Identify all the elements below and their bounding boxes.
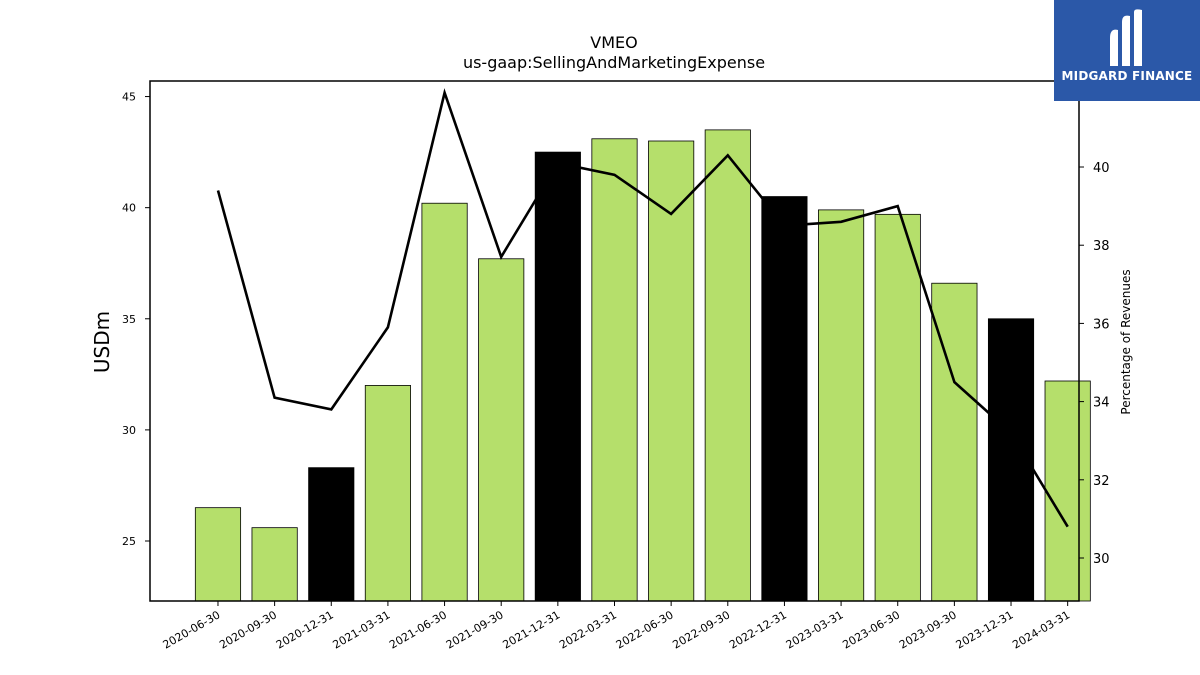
bar-2022-06-30 [648,140,695,602]
bar-2020-06-30 [194,507,242,602]
y-tick-label: 40 [122,202,136,215]
bar-2023-03-31 [818,209,865,602]
x-tick-label: 2023-03-31 [784,608,846,651]
x-tick-label: 2021-09-30 [444,608,506,651]
x-tick-label: 2020-06-30 [161,608,223,651]
x-tick-label: 2020-12-31 [274,608,336,651]
bar-2021-12-31 [534,151,581,602]
chart-title: VMEO [590,33,637,52]
y2-tick-label: 36 [1093,317,1110,332]
y-tick-label: 45 [122,91,136,104]
x-tick-label: 2023-09-30 [897,608,959,651]
y2-axis-label: Percentage of Revenues [1119,269,1133,414]
logo-text: MIDGARD FINANCE [1061,69,1193,83]
y2-tick-label: 32 [1093,474,1110,489]
bar-2024-03-31 [1044,380,1091,602]
y2-tick-label: 30 [1093,552,1110,567]
bar-2021-03-31 [364,385,411,602]
x-tick-label: 2022-12-31 [727,608,789,651]
x-tick-label: 2020-09-30 [217,608,279,651]
y-axis-label: USDm [90,311,114,373]
midgard-logo-icon [1110,9,1142,67]
bar-2020-09-30 [251,527,298,602]
x-tick-label: 2021-03-31 [331,608,393,651]
chart-subtitle: us-gaap:SellingAndMarketingExpense [463,53,765,72]
bar-series [194,129,1091,602]
x-tick-label: 2023-06-30 [840,608,902,651]
bar-2020-12-31 [308,467,355,602]
x-tick-label: 2022-03-31 [557,608,619,651]
x-tick-label: 2024-03-31 [1010,608,1072,651]
x-tick-label: 2022-09-30 [670,608,732,651]
bar-2022-12-31 [761,196,808,602]
x-tick-label: 2022-06-30 [614,608,676,651]
bar-2022-09-30 [704,129,751,602]
y-tick-label: 30 [122,424,136,437]
percentage-line-series [216,88,1069,528]
y-tick-label: 25 [122,535,136,548]
y-tick-label: 35 [122,313,136,326]
x-tick-label: 2021-06-30 [387,608,449,651]
bar-2023-06-30 [874,213,921,602]
midgard-logo: MIDGARD FINANCE [1054,0,1200,101]
y2-tick-label: 38 [1093,239,1110,254]
bar-2021-06-30 [421,202,468,602]
bar-2021-09-30 [478,258,525,602]
percentage-line [216,88,1069,528]
x-tick-label: 2023-12-31 [954,608,1016,651]
y2-tick-label: 40 [1093,161,1110,176]
y2-tick-label: 34 [1093,396,1110,411]
x-tick-label: 2021-12-31 [500,608,562,651]
bar-2022-03-31 [591,138,638,602]
